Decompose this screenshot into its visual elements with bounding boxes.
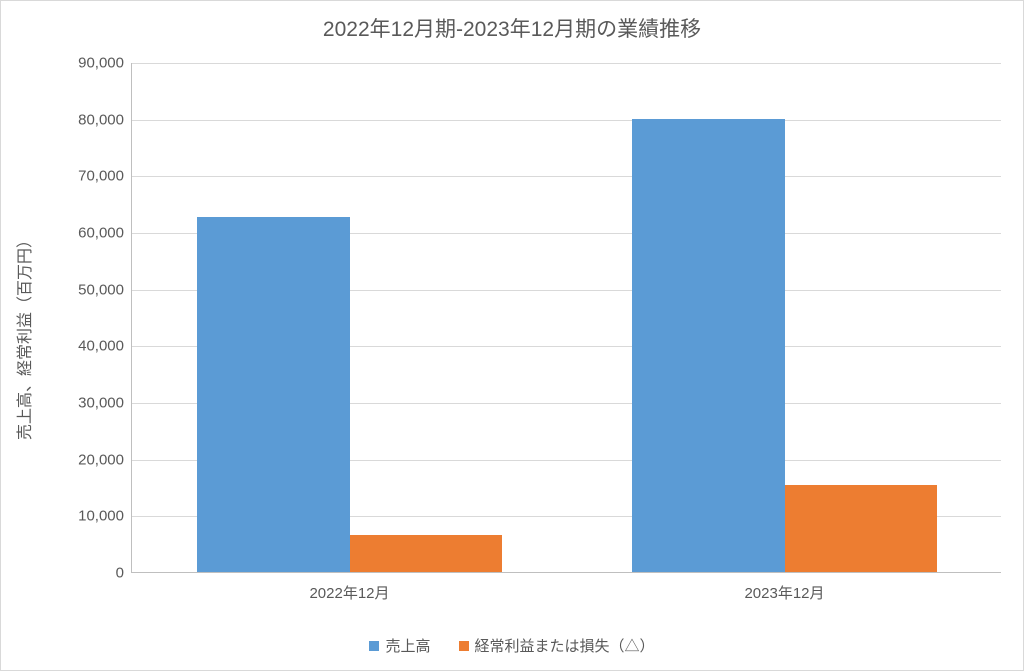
y-tick-label: 40,000 [78,338,124,355]
legend-swatch [459,641,469,651]
y-tick-label: 10,000 [78,508,124,525]
legend-swatch [369,641,379,651]
bar-売上高 [632,119,784,572]
y-axis-label: 売上高、経常利益（百万円） [11,231,35,439]
legend: 売上高 経常利益または損失（△） [1,635,1023,656]
y-tick-label: 90,000 [78,55,124,72]
legend-item: 売上高 [369,635,430,656]
chart-title: 2022年12月期-2023年12月期の業績推移 [1,13,1023,43]
bar-売上高 [197,217,349,572]
legend-label: 経常利益または損失（△） [475,635,655,656]
gridline [132,63,1001,64]
y-tick-label: 70,000 [78,168,124,185]
y-tick-label: 80,000 [78,111,124,128]
x-tick-label: 2023年12月 [744,582,824,603]
gridline [132,176,1001,177]
plot-area: 010,00020,00030,00040,00050,00060,00070,… [131,63,1001,573]
gridline [132,120,1001,121]
bar-経常利益または損失（△） [350,535,502,572]
y-tick-label: 0 [116,565,124,582]
legend-label: 売上高 [385,635,430,656]
y-tick-label: 30,000 [78,395,124,412]
y-tick-label: 60,000 [78,225,124,242]
chart-container: 2022年12月期-2023年12月期の業績推移 売上高、経常利益（百万円） 0… [0,0,1024,671]
y-tick-label: 20,000 [78,451,124,468]
bar-経常利益または損失（△） [785,485,937,572]
y-tick-label: 50,000 [78,281,124,298]
legend-item: 経常利益または損失（△） [459,635,655,656]
x-tick-label: 2022年12月 [309,582,389,603]
